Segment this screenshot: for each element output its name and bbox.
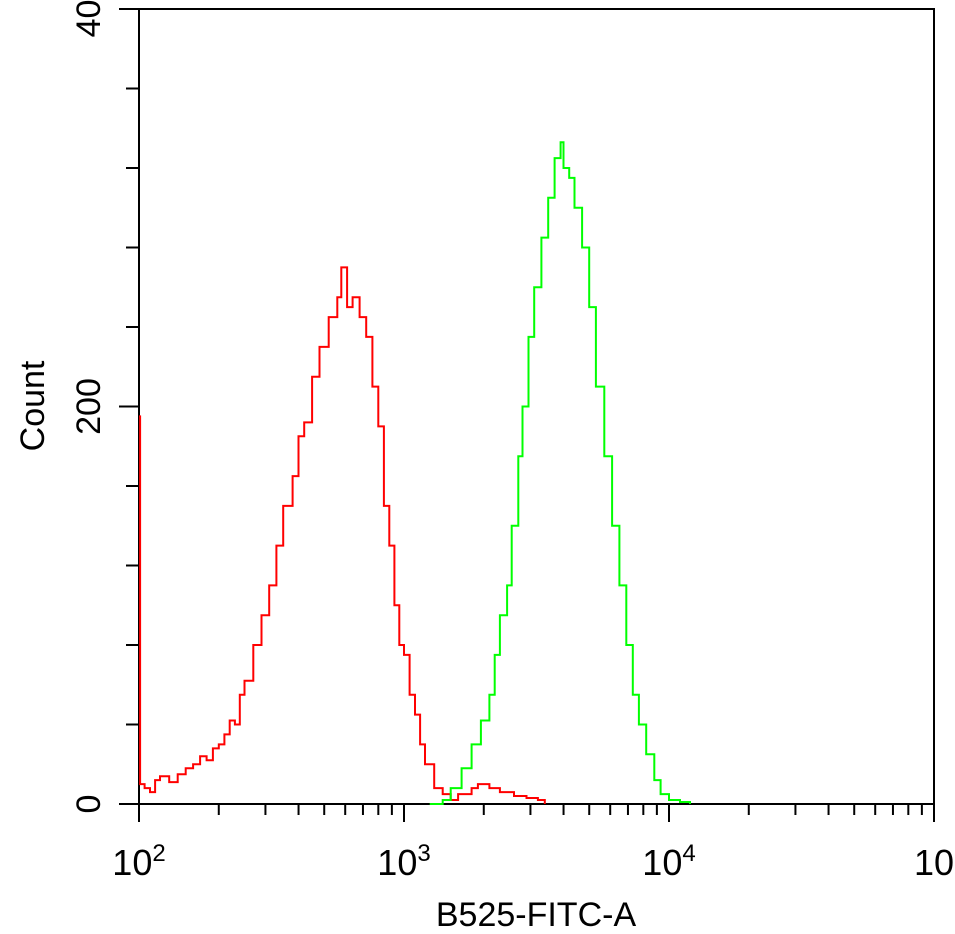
y-tick-label: 200 <box>70 378 108 435</box>
y-axis-label: Count <box>14 360 52 451</box>
series-layer <box>139 141 691 805</box>
x-tick-label: 102 <box>112 840 165 883</box>
x-axis-label: B525-FITC-A <box>436 896 637 934</box>
x-tick-label: 103 <box>377 840 430 883</box>
series-line-1 <box>139 266 546 804</box>
y-axis-ticks: 0 200 400 <box>70 0 139 813</box>
y-tick-label: 400 <box>70 0 108 37</box>
plot-frame <box>138 8 935 805</box>
y-tick-label: 0 <box>70 795 108 814</box>
x-tick-label: 10 <box>914 842 954 883</box>
x-tick-label: 104 <box>642 840 695 883</box>
series-line-2 <box>429 141 691 805</box>
x-axis-ticks: 102 103 104 10 <box>112 804 954 883</box>
